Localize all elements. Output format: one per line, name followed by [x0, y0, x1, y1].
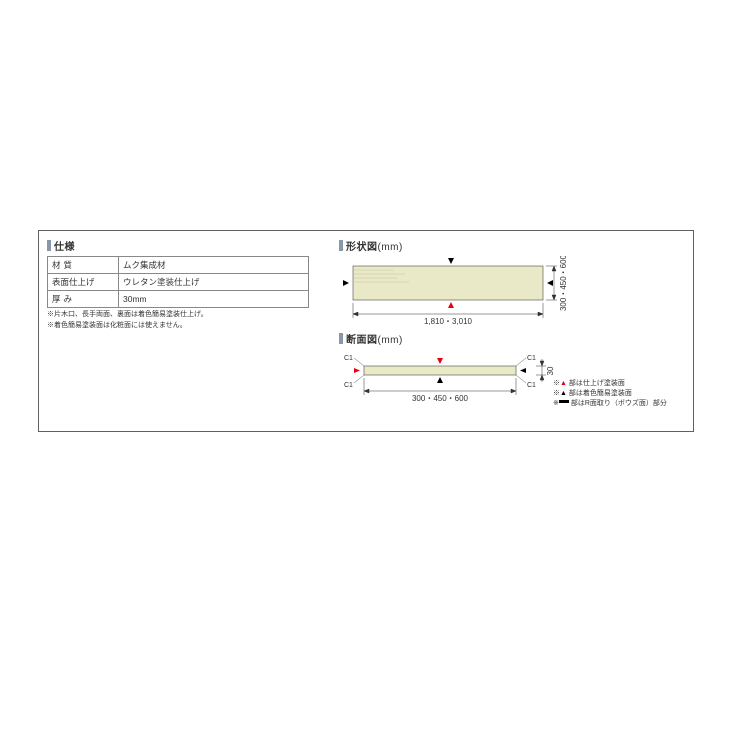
legend-text: 部は仕上げ塗装面: [569, 380, 625, 387]
legend-row: ※▲ 部は着色簡易塗装面: [553, 389, 667, 399]
heading-bar-icon: [339, 333, 343, 344]
spec-label: 厚み: [48, 291, 119, 308]
legend-text: 部は着色簡易塗装面: [569, 390, 632, 397]
heading-bar-icon: [339, 240, 343, 251]
cross-width-label: 300・450・600: [412, 394, 469, 403]
unit-label: (mm): [378, 242, 403, 253]
spec-note: ※片木口、長手両面、裏面は着色簡易塗装仕上げ。: [47, 310, 309, 319]
red-triangle-icon: ▲: [560, 380, 567, 387]
corner-label: C1: [344, 355, 353, 362]
marker-triangle-icon: [448, 302, 454, 308]
shape-title: 形状図(mm): [346, 238, 403, 253]
cross-thick-dim: [536, 359, 546, 382]
width-label: 1,810・3,010: [424, 317, 473, 326]
legend-prefix: ※: [553, 390, 560, 397]
shape-board: [353, 266, 543, 300]
shape-figure: 形状図(mm): [339, 238, 571, 331]
cross-section-figure: 断面図(mm) C1 C1 C1 C1: [339, 331, 571, 417]
corner-label: C1: [344, 382, 353, 389]
marker-triangle-icon: [520, 368, 526, 373]
legend-prefix: ※: [553, 380, 560, 387]
marker-triangle-icon: [343, 280, 349, 286]
cross-board: [364, 366, 516, 375]
cross-title-text: 断面図: [346, 335, 378, 346]
legend: ※▲ 部は仕上げ塗装面 ※▲ 部は着色簡易塗装面 ※ 部はR面取り（ボウズ面）部…: [553, 379, 667, 409]
cross-title: 断面図(mm): [346, 331, 403, 346]
legend-row: ※ 部はR面取り（ボウズ面）部分: [553, 399, 667, 409]
spec-value: ムク集成材: [119, 257, 309, 274]
cross-heading: 断面図(mm): [339, 331, 571, 346]
legend-row: ※▲ 部は仕上げ塗装面: [553, 379, 667, 389]
table-row: 厚み 30mm: [48, 291, 309, 308]
marker-triangle-icon: [437, 358, 443, 364]
marker-triangle-icon: [354, 368, 360, 373]
spec-value: 30mm: [119, 291, 309, 308]
marker-triangle-icon: [448, 258, 454, 264]
corner-label: C1: [527, 355, 536, 362]
table-row: 材質 ムク集成材: [48, 257, 309, 274]
shape-heading: 形状図(mm): [339, 238, 571, 253]
thick-label: 30: [546, 366, 555, 375]
width-dim: [353, 303, 543, 318]
spec-label: 表面仕上げ: [48, 274, 119, 291]
legend-text: 部はR面取り（ボウズ面）部分: [571, 400, 667, 407]
cross-svg: C1 C1 C1 C1 300・450・600: [339, 349, 571, 417]
marker-triangle-icon: [547, 280, 553, 286]
black-triangle-icon: ▲: [560, 390, 567, 397]
spec-frame: 仕様 材質 ムク集成材 表面仕上げ ウレタン塗装仕上げ 厚み 30mm ※片木口…: [38, 230, 694, 432]
unit-label: (mm): [378, 335, 403, 346]
corner-label: C1: [527, 382, 536, 389]
spec-area: 仕様 材質 ムク集成材 表面仕上げ ウレタン塗装仕上げ 厚み 30mm ※片木口…: [47, 238, 309, 331]
heading-bar-icon: [47, 240, 51, 251]
shape-title-text: 形状図: [346, 242, 378, 253]
spec-heading: 仕様: [47, 238, 309, 253]
height-label: 300・450・600: [559, 256, 568, 311]
spec-table: 材質 ムク集成材 表面仕上げ ウレタン塗装仕上げ 厚み 30mm: [47, 256, 309, 308]
black-bar-icon: [559, 400, 569, 403]
spec-note: ※着色簡易塗装面は化粧面には使えません。: [47, 321, 309, 330]
spec-label: 材質: [48, 257, 119, 274]
shape-svg: 1,810・3,010 300・450・600: [339, 256, 571, 331]
marker-triangle-icon: [437, 377, 443, 383]
table-row: 表面仕上げ ウレタン塗装仕上げ: [48, 274, 309, 291]
spec-value: ウレタン塗装仕上げ: [119, 274, 309, 291]
spec-title: 仕様: [54, 238, 75, 253]
